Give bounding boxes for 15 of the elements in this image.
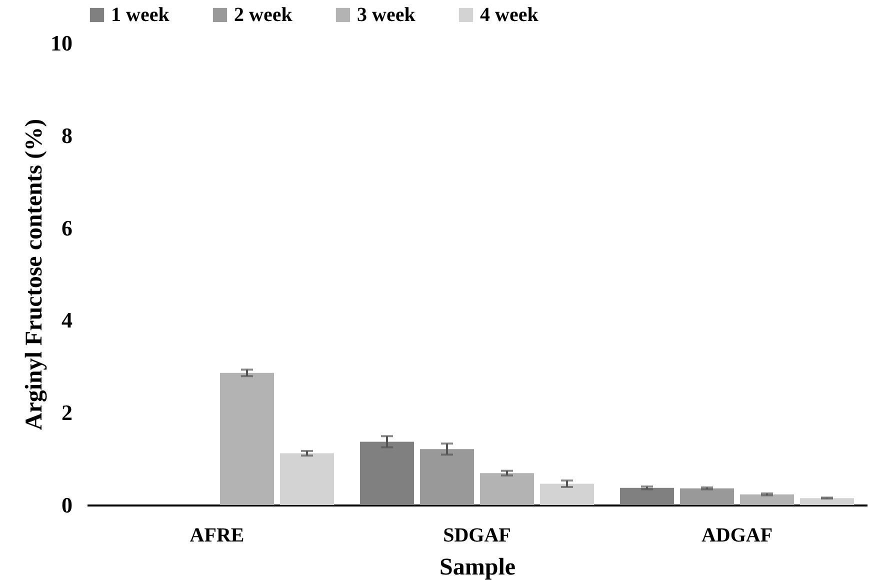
legend-label: 3 week (357, 4, 416, 26)
x-tick-label: SDGAF (443, 524, 511, 546)
y-tick-label: 2 (62, 400, 72, 426)
legend-label: 4 week (480, 4, 540, 26)
y-tick-label: 8 (62, 122, 72, 148)
legend-label: 1 week (111, 4, 170, 26)
y-tick-label: 10 (50, 30, 72, 56)
y-axis-title: Arginyl Fructose contents (%) (22, 118, 48, 430)
y-tick-label: 4 (62, 308, 72, 333)
y-tick-label: 6 (62, 215, 72, 240)
y-tick-label: 0 (62, 492, 72, 518)
legend-label: 2 week (234, 4, 294, 26)
x-tick-label: ADGAF (701, 524, 773, 546)
x-axis-title: Sample (439, 554, 516, 580)
x-tick-label: AFRE (190, 524, 244, 546)
